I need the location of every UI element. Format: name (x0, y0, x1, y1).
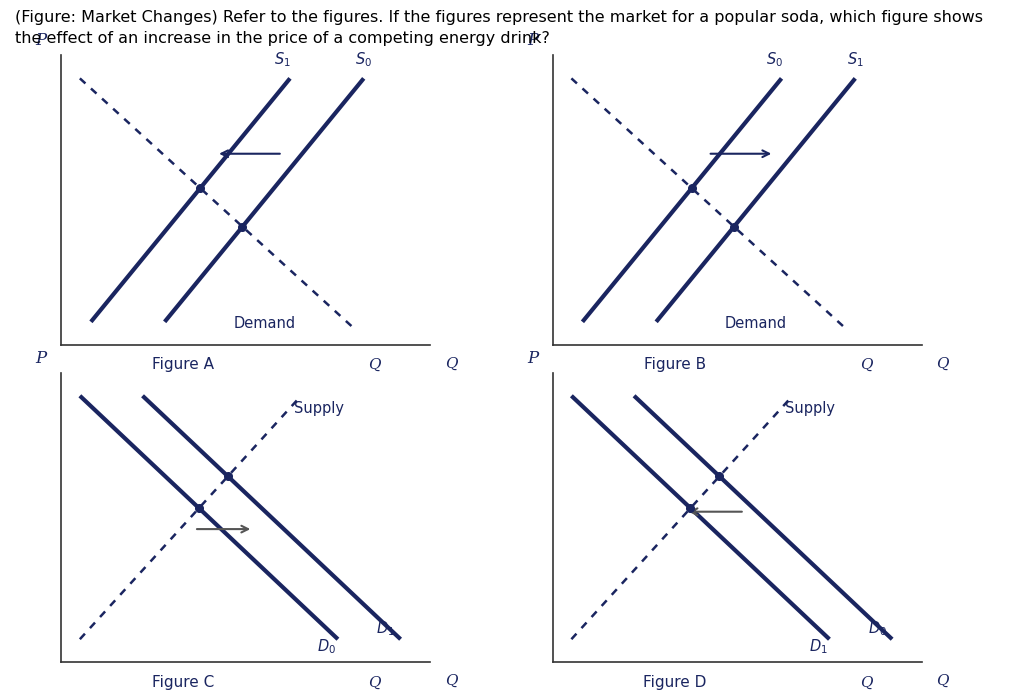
Text: $D_1$: $D_1$ (377, 620, 395, 638)
Text: P: P (36, 350, 47, 367)
Text: Q: Q (369, 676, 381, 689)
Text: Demand: Demand (725, 315, 786, 331)
Text: $D_0$: $D_0$ (868, 620, 887, 638)
Text: $S_0$: $S_0$ (766, 50, 782, 68)
Text: the effect of an increase in the price of a competing energy drink?: the effect of an increase in the price o… (15, 31, 550, 46)
Text: P: P (36, 32, 47, 50)
Text: Q: Q (860, 676, 872, 689)
Text: (Figure: Market Changes) Refer to the figures. If the figures represent the mark: (Figure: Market Changes) Refer to the fi… (15, 10, 983, 26)
Text: P: P (527, 32, 539, 50)
Text: $S_1$: $S_1$ (847, 50, 863, 68)
Text: $D_0$: $D_0$ (317, 637, 336, 656)
Text: Figure D: Figure D (643, 675, 707, 689)
Text: Demand: Demand (233, 315, 295, 331)
Text: Q: Q (936, 674, 949, 688)
Text: Q: Q (860, 358, 872, 372)
Text: Supply: Supply (785, 401, 836, 416)
Text: $S_1$: $S_1$ (274, 50, 291, 68)
Text: Figure B: Figure B (643, 357, 706, 372)
Text: $S_0$: $S_0$ (355, 50, 373, 68)
Text: Supply: Supply (294, 401, 344, 416)
Text: $D_1$: $D_1$ (809, 637, 827, 656)
Text: Q: Q (369, 358, 381, 372)
Text: Q: Q (444, 357, 458, 371)
Text: Q: Q (936, 357, 949, 371)
Text: P: P (527, 350, 539, 367)
Text: Q: Q (444, 674, 458, 688)
Text: Figure A: Figure A (153, 357, 214, 372)
Text: Figure C: Figure C (152, 675, 214, 689)
